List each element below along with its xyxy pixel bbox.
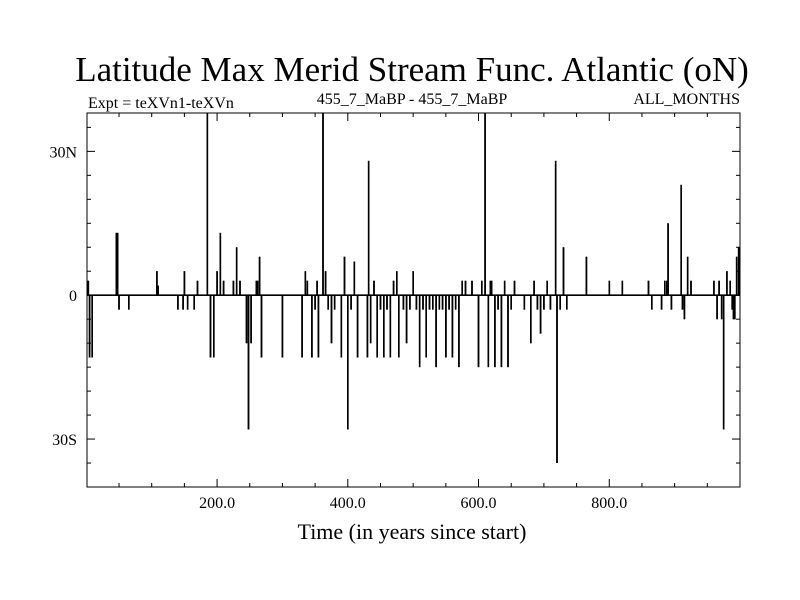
- plot-frame: [86, 112, 741, 488]
- y-tick-label: 30N: [49, 144, 77, 161]
- x-tick-label: 400.0: [330, 495, 366, 512]
- x-tick-label: 800.0: [591, 495, 627, 512]
- y-axis: 30N 0 30S: [49, 126, 740, 488]
- subtitle-left: Expt = teXVn1-teXVn: [88, 95, 234, 112]
- spike-marks: [87, 113, 740, 463]
- x-axis: 200.0 400.0 600.0 800.0: [118, 113, 708, 512]
- x-tick-label: 200.0: [199, 495, 235, 512]
- y-tick-label: 30S: [52, 432, 77, 449]
- chart-title: Latitude Max Merid Stream Func. Atlantic…: [75, 50, 749, 89]
- x-axis-label: Time (in years since start): [298, 519, 527, 544]
- subtitle-center: 455_7_MaBP - 455_7_MaBP: [317, 91, 508, 108]
- subtitle-right: ALL_MONTHS: [633, 91, 740, 108]
- x-tick-label: 600.0: [461, 495, 497, 512]
- y-tick-label: 0: [69, 288, 77, 305]
